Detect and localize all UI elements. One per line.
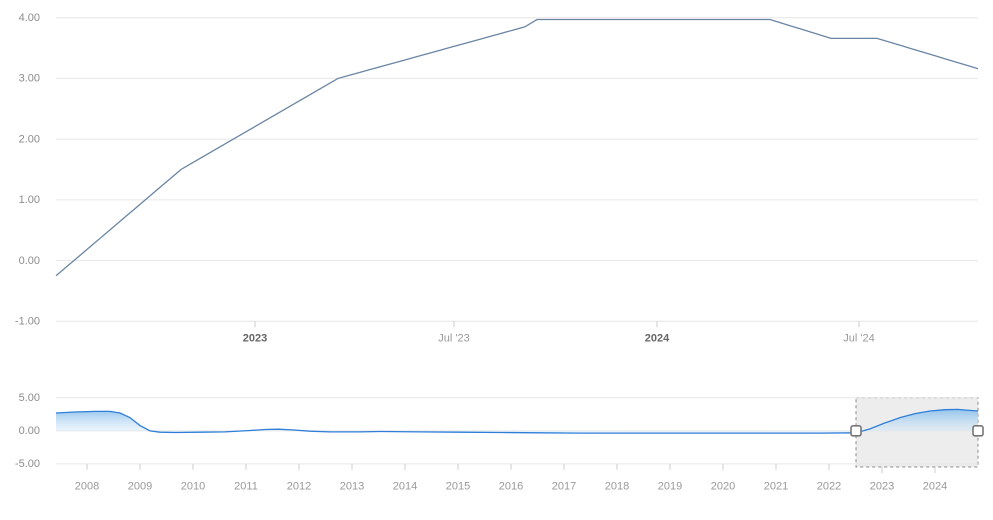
svg-text:2009: 2009: [128, 481, 152, 493]
svg-text:2024: 2024: [645, 332, 670, 344]
svg-text:2020: 2020: [711, 481, 735, 493]
svg-text:2010: 2010: [181, 481, 205, 493]
svg-text:2.00: 2.00: [19, 133, 40, 145]
svg-text:2024: 2024: [923, 481, 947, 493]
svg-text:1.00: 1.00: [19, 194, 40, 206]
svg-text:2019: 2019: [658, 481, 682, 493]
svg-text:Jul '23: Jul '23: [438, 332, 469, 344]
svg-text:3.00: 3.00: [19, 73, 40, 85]
svg-text:2013: 2013: [340, 481, 364, 493]
svg-text:4.00: 4.00: [19, 12, 40, 24]
svg-text:-5.00: -5.00: [15, 458, 40, 470]
svg-text:2023: 2023: [243, 332, 267, 344]
svg-text:Jul '24: Jul '24: [843, 332, 874, 344]
svg-text:2016: 2016: [499, 481, 523, 493]
svg-text:2021: 2021: [764, 481, 788, 493]
svg-text:2008: 2008: [75, 481, 99, 493]
svg-text:0.00: 0.00: [19, 255, 40, 267]
svg-text:2017: 2017: [552, 481, 576, 493]
svg-text:2015: 2015: [446, 481, 470, 493]
svg-text:2018: 2018: [605, 481, 629, 493]
svg-text:2023: 2023: [870, 481, 894, 493]
svg-text:-1.00: -1.00: [15, 316, 40, 328]
svg-text:2012: 2012: [287, 481, 311, 493]
svg-text:2022: 2022: [817, 481, 841, 493]
svg-text:5.00: 5.00: [19, 392, 40, 404]
svg-text:0.00: 0.00: [19, 425, 40, 437]
svg-text:2014: 2014: [393, 481, 417, 493]
svg-text:2011: 2011: [234, 481, 258, 493]
